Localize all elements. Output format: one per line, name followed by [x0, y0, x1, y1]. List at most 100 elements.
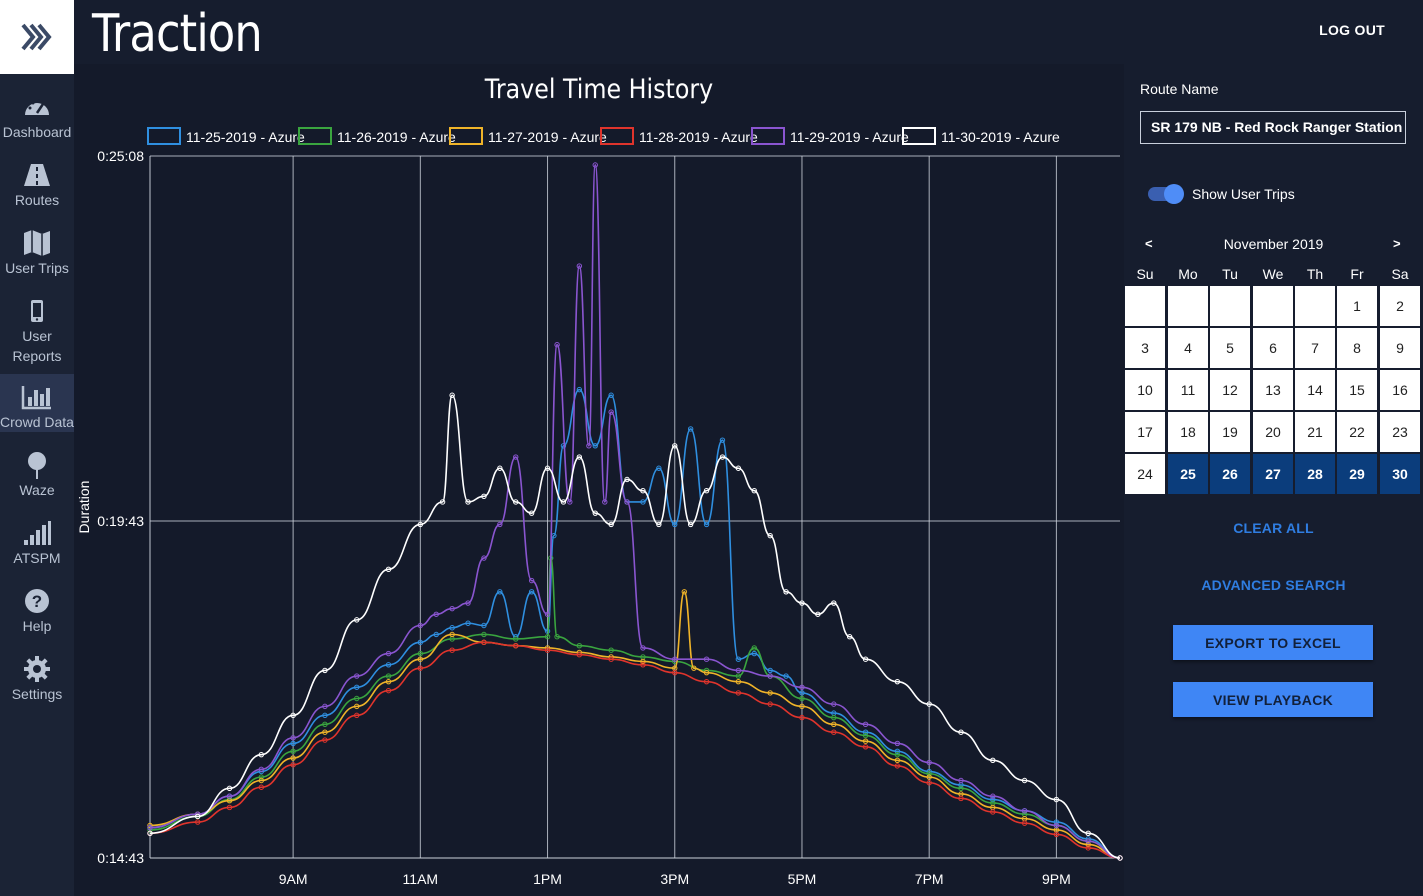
logout-button[interactable]: LOG OUT	[1319, 22, 1385, 38]
calendar-day-3[interactable]: 3	[1125, 328, 1165, 368]
x-tick-label: 1PM	[533, 871, 562, 887]
calendar-day-18[interactable]: 18	[1168, 412, 1208, 452]
calendar-day-4[interactable]: 4	[1168, 328, 1208, 368]
series-line-3[interactable]	[150, 592, 1120, 858]
sidebar-item-label: ATSPM	[13, 548, 60, 568]
export-to-excel-button[interactable]: EXPORT TO EXCEL	[1173, 625, 1373, 660]
calendar-day-26[interactable]: 26	[1210, 454, 1250, 494]
sidebar-item-user-reports[interactable]: User Reports	[0, 296, 74, 366]
weekday-label: Su	[1124, 266, 1166, 282]
sidebar-item-label: Help	[23, 616, 52, 636]
chevrons-logo-icon	[17, 17, 57, 57]
legend-label[interactable]: 11-28-2019 - Azure	[639, 129, 758, 145]
calendar-day-20[interactable]: 20	[1253, 412, 1293, 452]
x-tick-label: 9PM	[1042, 871, 1071, 887]
calendar-empty-cell	[1210, 286, 1250, 326]
sidebar-item-settings[interactable]: Settings	[0, 654, 74, 704]
sidebar-item-label: User Reports	[7, 326, 67, 366]
calendar-day-10[interactable]: 10	[1125, 370, 1165, 410]
clear-all-button[interactable]: CLEAR ALL	[1124, 520, 1423, 536]
calendar-empty-cell	[1253, 286, 1293, 326]
weekday-label: Fr	[1336, 266, 1378, 282]
calendar-empty-cell	[1125, 286, 1165, 326]
gear-icon	[20, 654, 54, 684]
app-logo[interactable]	[0, 0, 74, 74]
legend-label[interactable]: 11-25-2019 - Azure	[186, 129, 305, 145]
calendar-day-30[interactable]: 30	[1380, 454, 1420, 494]
sidebar-item-routes[interactable]: Routes	[0, 160, 74, 210]
sidebar-item-label: Waze	[19, 480, 54, 500]
calendar-day-11[interactable]: 11	[1168, 370, 1208, 410]
show-user-trips-label: Show User Trips	[1192, 186, 1295, 202]
sidebar-item-waze[interactable]: Waze	[0, 450, 74, 500]
sidebar-item-label: Crowd Data	[0, 412, 74, 432]
app-title: Traction	[92, 4, 262, 64]
sidebar-item-user-trips[interactable]: User Trips	[0, 228, 74, 278]
advanced-search-button[interactable]: ADVANCED SEARCH	[1124, 577, 1423, 593]
calendar-day-22[interactable]: 22	[1337, 412, 1377, 452]
calendar-day-2[interactable]: 2	[1380, 286, 1420, 326]
sidebar-item-label: User Trips	[5, 258, 69, 278]
calendar-day-23[interactable]: 23	[1380, 412, 1420, 452]
calendar-next-button[interactable]: >	[1393, 236, 1401, 251]
legend-label[interactable]: 11-29-2019 - Azure	[790, 129, 909, 145]
view-playback-button[interactable]: VIEW PLAYBACK	[1173, 682, 1373, 717]
calendar-day-7[interactable]: 7	[1295, 328, 1335, 368]
sidebar-item-label: Settings	[12, 684, 63, 704]
legend-swatch[interactable]	[148, 128, 180, 144]
legend-label[interactable]: 11-26-2019 - Azure	[337, 129, 456, 145]
calendar-prev-button[interactable]: <	[1145, 236, 1153, 251]
calendar-month: November 2019	[1124, 236, 1423, 252]
calendar-day-29[interactable]: 29	[1337, 454, 1377, 494]
calendar-day-5[interactable]: 5	[1210, 328, 1250, 368]
calendar-day-14[interactable]: 14	[1295, 370, 1335, 410]
route-name-input[interactable]: SR 179 NB - Red Rock Ranger Station to	[1140, 111, 1406, 144]
calendar-day-27[interactable]: 27	[1253, 454, 1293, 494]
y-tick-label: 0:19:43	[97, 513, 144, 529]
pin-icon	[20, 450, 54, 480]
calendar-day-19[interactable]: 19	[1210, 412, 1250, 452]
sidebar: Dashboard Routes User Trips User Reports…	[0, 74, 74, 896]
top-bar: Traction LOG OUT	[0, 0, 1423, 64]
sidebar-item-dashboard[interactable]: Dashboard	[0, 92, 74, 142]
calendar-day-24[interactable]: 24	[1125, 454, 1165, 494]
calendar-empty-cell	[1168, 286, 1208, 326]
calendar-day-1[interactable]: 1	[1337, 286, 1377, 326]
calendar-day-8[interactable]: 8	[1337, 328, 1377, 368]
sidebar-item-help[interactable]: ? Help	[0, 586, 74, 636]
help-icon: ?	[20, 586, 54, 616]
y-axis-label: Duration	[76, 481, 92, 534]
calendar-day-21[interactable]: 21	[1295, 412, 1335, 452]
calendar-day-9[interactable]: 9	[1380, 328, 1420, 368]
weekday-label: Mo	[1167, 266, 1209, 282]
sidebar-item-atspm[interactable]: ATSPM	[0, 518, 74, 568]
x-tick-label: 3PM	[660, 871, 689, 887]
y-tick-label: 0:25:08	[97, 148, 144, 164]
signal-icon	[20, 518, 54, 548]
weekday-label: Sa	[1379, 266, 1421, 282]
bar-chart-icon	[20, 382, 54, 412]
show-user-trips-toggle[interactable]	[1148, 184, 1184, 204]
legend-label[interactable]: 11-30-2019 - Azure	[941, 129, 1060, 145]
series-line-6[interactable]	[150, 395, 1120, 858]
weekday-label: Tu	[1209, 266, 1251, 282]
legend-label[interactable]: 11-27-2019 - Azure	[488, 129, 607, 145]
svg-text:?: ?	[32, 592, 42, 611]
toggle-knob	[1164, 184, 1184, 204]
road-icon	[20, 160, 54, 190]
weekday-label: We	[1252, 266, 1294, 282]
calendar-day-15[interactable]: 15	[1337, 370, 1377, 410]
series-line-5[interactable]	[150, 165, 1120, 858]
calendar-day-17[interactable]: 17	[1125, 412, 1165, 452]
series-line-2[interactable]	[150, 558, 1120, 858]
x-tick-label: 9AM	[279, 871, 308, 887]
calendar-day-13[interactable]: 13	[1253, 370, 1293, 410]
calendar-day-16[interactable]: 16	[1380, 370, 1420, 410]
calendar-day-12[interactable]: 12	[1210, 370, 1250, 410]
sidebar-item-crowd-data[interactable]: Crowd Data	[0, 374, 74, 432]
calendar-day-28[interactable]: 28	[1295, 454, 1335, 494]
series-line-1[interactable]	[150, 390, 1120, 858]
calendar-day-6[interactable]: 6	[1253, 328, 1293, 368]
calendar-day-25[interactable]: 25	[1168, 454, 1208, 494]
travel-time-chart[interactable]: 9AM 11AM 1PM 3PM 5PM 7PM 9PM0:14:430:19:430:25…	[74, 64, 1124, 896]
